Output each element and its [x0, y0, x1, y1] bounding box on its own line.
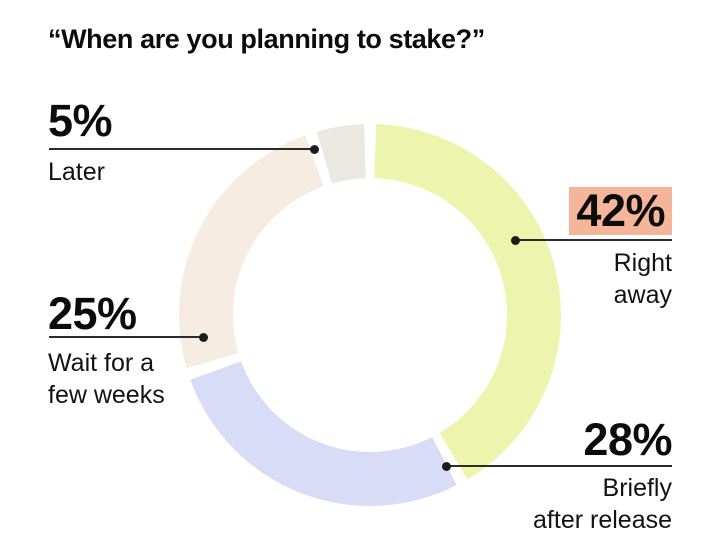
percent-label-briefly-after-release: 28%: [583, 414, 672, 465]
leader-line-wait-few-weeks: [49, 332, 208, 342]
pie-segment-briefly-after-release[interactable]: [190, 361, 457, 506]
pie-segment-wait-few-weeks[interactable]: [178, 135, 324, 369]
percent-label-later: 5%: [48, 95, 113, 146]
category-label-later: Later: [48, 156, 105, 188]
category-label-right-away-line2: away: [613, 281, 672, 309]
category-label-wait-few-weeks-line2: few weeks: [48, 381, 165, 409]
category-label-briefly-after-release: Briefly after release: [533, 472, 672, 536]
percent-label-right-away: 42%: [569, 187, 672, 235]
percent-label-right-away-wrap: 42%: [569, 187, 672, 235]
category-label-later-line1: Later: [48, 158, 105, 186]
category-label-briefly-after-release-line1: Briefly: [602, 474, 672, 502]
percent-label-wait-few-weeks: 25%: [48, 288, 137, 339]
leader-dot-wait-few-weeks: [199, 332, 208, 342]
leader-line-right-away: [511, 235, 672, 245]
category-label-briefly-after-release-line2: after release: [533, 506, 672, 534]
pie-segment-right-away[interactable]: [374, 124, 562, 480]
pie-segment-later[interactable]: [316, 124, 366, 184]
leader-dot-right-away: [511, 235, 520, 245]
chart-title: “When are you planning to stake?”: [48, 24, 485, 54]
category-label-right-away-line1: Right: [613, 249, 672, 277]
category-label-wait-few-weeks: Wait for a few weeks: [48, 347, 165, 411]
leader-dot-later: [310, 144, 319, 154]
leader-dot-briefly-after-release: [442, 461, 451, 471]
category-label-wait-few-weeks-line1: Wait for a: [48, 349, 155, 377]
category-label-right-away: Right away: [614, 247, 672, 311]
leader-line-later: [49, 144, 319, 154]
leader-line-briefly-after-release: [442, 461, 672, 471]
